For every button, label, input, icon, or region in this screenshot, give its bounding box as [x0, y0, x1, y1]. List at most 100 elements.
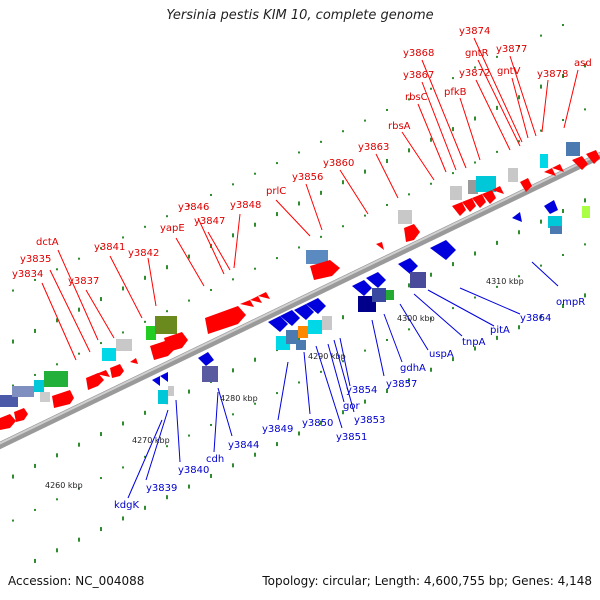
gene-label[interactable]: gntV — [497, 66, 521, 77]
gene-arrow[interactable] — [376, 242, 384, 250]
gene-label[interactable]: yapE — [160, 223, 185, 234]
gene-label[interactable]: y3840 — [178, 465, 209, 476]
gene-label[interactable]: rbsC — [405, 92, 428, 103]
gene-feature[interactable] — [386, 290, 394, 300]
gene-label[interactable]: y3877 — [496, 44, 527, 55]
gene-label[interactable]: y3834 — [12, 269, 43, 280]
gene-arrow[interactable] — [198, 352, 214, 366]
gene-arrow[interactable] — [164, 332, 188, 352]
gene-feature[interactable] — [202, 366, 218, 382]
gene-label[interactable]: prlC — [266, 186, 286, 197]
gene-label[interactable]: y3864 — [520, 313, 551, 324]
gene-arrow[interactable] — [294, 304, 314, 320]
gene-arrow[interactable] — [430, 240, 456, 260]
gene-feature[interactable] — [582, 206, 590, 218]
gene-label[interactable]: uspA — [429, 349, 454, 360]
gene-label[interactable]: y3841 — [94, 242, 125, 253]
gene-arrow[interactable] — [14, 408, 28, 422]
gene-feature[interactable] — [566, 142, 580, 156]
gene-arrow[interactable] — [52, 390, 74, 408]
gene-feature[interactable] — [34, 380, 44, 392]
gene-label[interactable]: y3857 — [386, 379, 417, 390]
gene-label[interactable]: pfkB — [444, 87, 467, 98]
gene-label[interactable]: y3849 — [262, 424, 293, 435]
gene-arrow[interactable] — [492, 186, 504, 194]
gene-arrow[interactable] — [482, 190, 496, 204]
gene-label[interactable]: y3856 — [292, 172, 323, 183]
gene-feature[interactable] — [12, 386, 34, 397]
gene-feature[interactable] — [116, 339, 132, 351]
gene-label[interactable]: y3839 — [146, 483, 177, 494]
gene-feature[interactable] — [322, 316, 332, 330]
gene-label[interactable]: y3854 — [346, 385, 377, 396]
gene-feature[interactable] — [168, 386, 174, 396]
gene-feature[interactable] — [358, 296, 376, 312]
gene-arrow[interactable] — [306, 298, 326, 314]
gene-label[interactable]: gntR — [465, 48, 489, 59]
gene-arrow[interactable] — [258, 292, 270, 299]
gene-feature[interactable] — [146, 326, 156, 340]
gene-arrow[interactable] — [240, 300, 254, 307]
gene-label[interactable]: y3867 — [403, 70, 434, 81]
gene-arrow[interactable] — [152, 376, 160, 386]
gene-label[interactable]: tnpA — [462, 337, 486, 348]
gene-feature[interactable] — [468, 180, 478, 194]
gene-arrow[interactable] — [462, 198, 476, 212]
gene-arrow[interactable] — [472, 194, 486, 208]
gene-feature[interactable] — [540, 154, 548, 168]
gene-arrow[interactable] — [250, 296, 262, 303]
gene-label[interactable]: y3878 — [537, 69, 568, 80]
gene-arrow[interactable] — [160, 372, 168, 382]
gene-feature[interactable] — [548, 216, 562, 228]
gene-arrow[interactable] — [366, 272, 386, 288]
gene-feature[interactable] — [476, 176, 496, 192]
gene-feature[interactable] — [550, 226, 562, 234]
gene-label[interactable]: y3850 — [302, 418, 333, 429]
gene-feature[interactable] — [450, 186, 462, 200]
gene-arrow[interactable] — [130, 358, 138, 364]
gene-label[interactable]: rbsA — [388, 121, 411, 132]
gene-feature[interactable] — [40, 392, 50, 402]
gene-feature[interactable] — [286, 330, 298, 344]
gene-label[interactable]: y3842 — [128, 248, 159, 259]
gene-feature[interactable] — [398, 210, 412, 224]
gene-arrow[interactable] — [452, 202, 466, 216]
gene-label[interactable]: gdhA — [400, 363, 426, 374]
gene-feature[interactable] — [410, 272, 426, 288]
gene-arrow[interactable] — [586, 150, 600, 164]
gene-label[interactable]: y3848 — [230, 200, 261, 211]
gene-arrow[interactable] — [0, 414, 16, 430]
gene-feature[interactable] — [102, 348, 116, 361]
gene-label[interactable]: ompR — [556, 297, 585, 308]
gene-label[interactable]: y3835 — [20, 254, 51, 265]
gene-label[interactable]: kdgK — [114, 500, 139, 511]
gene-feature[interactable] — [308, 320, 322, 334]
gene-arrow[interactable] — [544, 168, 556, 176]
gene-feature[interactable] — [158, 390, 168, 404]
gene-arrow[interactable] — [86, 373, 104, 390]
gene-label[interactable]: cdh — [206, 454, 224, 465]
gene-arrow[interactable] — [110, 364, 124, 378]
gene-label[interactable]: y3872 — [459, 68, 490, 79]
gene-arrow[interactable] — [572, 156, 588, 170]
gene-label[interactable]: pitA — [490, 325, 510, 336]
gene-label[interactable]: y3851 — [336, 432, 367, 443]
gene-arrow[interactable] — [398, 258, 418, 274]
gene-feature[interactable] — [0, 395, 18, 407]
gene-feature[interactable] — [298, 326, 308, 338]
gene-feature[interactable] — [44, 371, 68, 387]
gene-feature[interactable] — [155, 316, 177, 334]
gene-label[interactable]: y3847 — [194, 216, 225, 227]
gene-arrow[interactable] — [552, 164, 564, 172]
gene-arrow[interactable] — [404, 224, 420, 242]
gene-arrow[interactable] — [520, 178, 532, 192]
gene-label[interactable]: y3837 — [68, 276, 99, 287]
gene-arrow[interactable] — [512, 212, 522, 222]
gene-label[interactable]: y3844 — [228, 440, 259, 451]
gene-arrow[interactable] — [544, 200, 558, 214]
gene-feature[interactable] — [508, 168, 518, 182]
gene-label[interactable]: y3874 — [459, 26, 490, 37]
gene-arrow[interactable] — [352, 280, 372, 296]
gene-label[interactable]: y3853 — [354, 415, 385, 426]
gene-arrow[interactable] — [280, 310, 300, 326]
